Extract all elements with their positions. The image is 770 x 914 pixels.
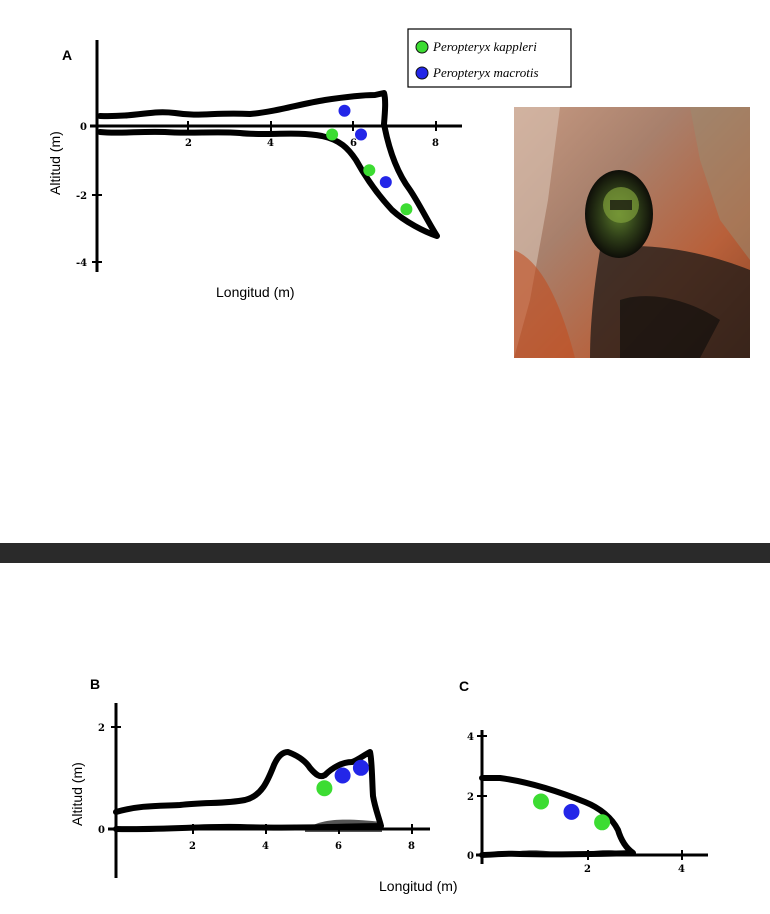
y-tick-label-c: 0	[467, 851, 474, 862]
cave-entrance-photo	[514, 107, 750, 358]
x-tick-label-c: 2	[584, 864, 591, 875]
x-axis-title-c: Longitud (m)	[379, 878, 458, 894]
cave-outline-c	[479, 775, 636, 858]
data-point-macrotis	[379, 176, 392, 189]
panel-a: A 2 4 6 8 0 -2 -4 Altitud (m) Longitud (…	[47, 40, 462, 300]
legend-marker-kappleri	[415, 40, 429, 54]
y-tick-label-a: 0	[80, 122, 87, 133]
points-a	[326, 104, 413, 216]
points-b	[316, 759, 369, 797]
y-axis-title-b: Altitud (m)	[69, 762, 85, 826]
data-point-macrotis	[334, 767, 351, 784]
points-c	[533, 793, 611, 831]
divider-bar	[0, 543, 770, 563]
data-point-kappleri	[363, 164, 376, 177]
data-point-macrotis	[563, 803, 580, 820]
data-point-kappleri	[594, 814, 611, 831]
data-point-kappleri	[316, 780, 333, 797]
y-tick-label-b: 0	[98, 825, 105, 836]
legend-label-macrotis: Peropteryx macrotis	[432, 65, 539, 80]
cave-outline-b	[113, 749, 384, 833]
x-tick-label-b: 4	[262, 841, 269, 852]
y-axis-title-a: Altitud (m)	[47, 131, 63, 195]
panel-c: C 2 4 4 2 0 Longitud (m)	[379, 678, 708, 894]
x-tick-label-a: 6	[350, 138, 357, 149]
data-point-macrotis	[338, 104, 351, 117]
panel-b: B 2 4 6 8 2 0 Altitud (m)	[69, 676, 430, 878]
panel-a-label: A	[62, 47, 72, 63]
data-point-macrotis	[355, 128, 367, 141]
x-axis-title-a: Longitud (m)	[216, 284, 295, 300]
panel-c-label: C	[459, 678, 469, 694]
x-tick-label-b: 2	[189, 841, 196, 852]
data-point-macrotis	[352, 759, 369, 776]
legend-box	[407, 28, 572, 88]
data-point-kappleri	[326, 128, 339, 141]
x-tick-label-a: 8	[432, 138, 439, 149]
x-tick-label-b: 6	[335, 841, 342, 852]
data-point-kappleri	[533, 793, 549, 810]
y-tick-label-c: 4	[467, 732, 474, 743]
x-tick-label-a: 2	[185, 138, 192, 149]
panel-b-label: B	[90, 676, 100, 692]
legend: Peropteryx kappleri Peropteryx macrotis	[407, 28, 572, 88]
y-tick-label-b: 2	[98, 723, 105, 734]
data-point-kappleri	[400, 203, 413, 216]
cave-outline-a	[97, 90, 440, 239]
y-tick-label-a: -4	[76, 258, 87, 269]
x-tick-label-b: 8	[408, 841, 415, 852]
x-tick-label-c: 4	[678, 864, 685, 875]
y-tick-label-a: -2	[76, 191, 87, 202]
legend-label-kappleri: Peropteryx kappleri	[432, 39, 537, 54]
legend-marker-macrotis	[415, 66, 429, 80]
y-tick-label-c: 2	[467, 792, 474, 803]
x-tick-label-a: 4	[267, 138, 274, 149]
